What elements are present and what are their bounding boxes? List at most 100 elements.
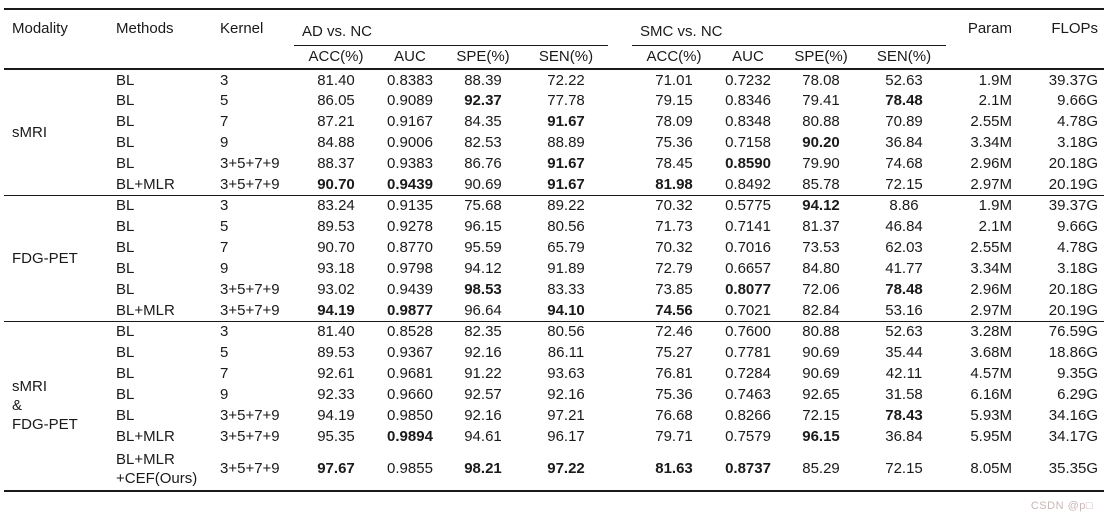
smc-acc-cell: 70.32 <box>655 197 693 215</box>
param-cell: 1.9M <box>978 197 1013 215</box>
methods-cell: BL <box>116 365 135 382</box>
group-gap <box>608 111 632 132</box>
methods-cell: BL <box>116 155 135 172</box>
ad-auc-cell: 0.9278 <box>387 218 433 235</box>
kernel-cell: 3+5+7+9 <box>220 175 280 193</box>
smc-sen-cell: 72.15 <box>885 175 923 193</box>
kernel-cell: 5 <box>220 344 229 361</box>
kernel-cell: 7 <box>220 365 229 382</box>
subheader-ad-auc: AUC <box>394 48 426 66</box>
kernel-cell: 9 <box>220 386 229 403</box>
ad-acc-cell: 90.70 <box>317 239 355 256</box>
smc-sen-cell: 78.48 <box>885 92 923 109</box>
param-cell: 2.55M <box>970 239 1013 256</box>
smc-sen-cell: 72.15 <box>885 460 923 477</box>
ad-acc-cell: 81.40 <box>317 71 355 89</box>
param-cell: 3.34M <box>970 134 1013 151</box>
smc-sen-cell: 78.43 <box>885 407 923 424</box>
subheader-smc-sen: SEN(%) <box>876 48 932 66</box>
flops-cell: 4.78G <box>1057 239 1099 256</box>
param-cell: 6.16M <box>970 386 1013 403</box>
kernel-cell: 7 <box>220 239 229 256</box>
ad-spe-cell: 92.16 <box>464 344 502 361</box>
param-cell: 2.96M <box>970 281 1013 298</box>
kernel-cell: 9 <box>220 260 229 277</box>
ad-auc-cell: 0.8770 <box>387 239 433 256</box>
smc-spe-cell: 78.08 <box>802 71 840 89</box>
smc-auc-cell: 0.5775 <box>725 197 771 215</box>
results-table: Modality Methods Kernel AD vs. NC SMC vs… <box>4 8 1105 492</box>
ad-acc-cell: 94.19 <box>317 407 355 424</box>
table-row: sMRI BL 3 81.40 0.8383 88.39 72.22 71.01 0.7232 7… <box>4 69 1104 141</box>
kernel-cell: 3+5+7+9 <box>220 155 280 172</box>
ad-spe-cell: 75.68 <box>464 197 502 215</box>
ad-sen-cell: 97.21 <box>547 407 585 424</box>
ad-auc-cell: 0.9167 <box>387 113 433 130</box>
block-fdg-pet: FDG-PET BL 3 83.24 0.9135 75.68 89.22 70.32 0.57… <box>4 195 1105 321</box>
methods-cell: BL <box>116 281 135 298</box>
ad-sen-cell: 65.79 <box>547 239 585 256</box>
group-header-ad-vs-nc: AD vs. NC <box>294 9 609 46</box>
ad-spe-cell: 94.61 <box>464 428 502 445</box>
ad-sen-cell: 97.22 <box>547 460 585 477</box>
smc-spe-cell: 92.65 <box>802 386 840 403</box>
methods-cell: BL <box>116 134 135 151</box>
table-row: sMRI & FDG-PET BL 3 81.40 0.8528 82.35 80.56 72… <box>4 321 1104 433</box>
ad-auc-cell: 0.9894 <box>387 428 433 445</box>
ad-sen-cell: 91.67 <box>547 155 585 172</box>
smc-sen-cell: 62.03 <box>885 239 923 256</box>
table-row: BL+MLR +CEF(Ours) 3+5+7+9 97.67 0.9855 98.21… <box>4 447 1104 491</box>
smc-spe-cell: 96.15 <box>802 428 840 445</box>
table-row: BL 5 89.53 0.9367 92.16 86.11 75.27 0.7781 90.69… <box>4 342 1104 363</box>
group-gap <box>608 342 632 363</box>
smc-auc-cell: 0.7232 <box>725 71 771 89</box>
group-gap <box>608 321 632 342</box>
ad-spe-cell: 92.37 <box>464 92 502 109</box>
param-cell: 1.9M <box>978 71 1013 89</box>
ad-acc-cell: 92.33 <box>317 386 355 403</box>
flops-cell: 34.17G <box>1048 428 1099 445</box>
table-row: BL 7 92.61 0.9681 91.22 93.63 76.81 0.7284 90.69… <box>4 363 1104 384</box>
table-row: BL 7 87.21 0.9167 84.35 91.67 78.09 0.8348 80.88… <box>4 111 1104 132</box>
methods-cell: BL <box>116 260 135 277</box>
smc-spe-cell: 80.88 <box>802 113 840 130</box>
block-smri: sMRI BL 3 81.40 0.8383 88.39 72.22 71.01 0.7232 7… <box>4 69 1104 195</box>
smc-acc-cell: 79.15 <box>655 92 693 109</box>
flops-cell: 4.78G <box>1057 113 1099 130</box>
flops-cell: 20.19G <box>1048 175 1099 193</box>
flops-cell: 9.66G <box>1057 218 1099 235</box>
group-gap <box>608 195 632 216</box>
methods-cell: BL <box>116 197 135 215</box>
kernel-cell: 7 <box>220 113 229 130</box>
group-gap <box>608 216 632 237</box>
smc-acc-cell: 73.85 <box>655 281 693 298</box>
watermark-text: CSDN @p□ <box>1030 500 1093 512</box>
kernel-cell: 3 <box>220 323 229 341</box>
methods-cell: BL <box>116 386 135 403</box>
smc-auc-cell: 0.8348 <box>725 113 771 130</box>
table-row: BL 7 90.70 0.8770 95.59 65.79 70.32 0.7016 73.53… <box>4 237 1104 258</box>
ad-auc-cell: 0.9367 <box>387 344 433 361</box>
ad-spe-cell: 82.35 <box>464 323 502 341</box>
ad-spe-cell: 82.53 <box>464 134 502 151</box>
smc-sen-cell: 74.68 <box>885 155 923 172</box>
ad-acc-cell: 88.37 <box>317 155 355 172</box>
table-row: BL 9 92.33 0.9660 92.57 92.16 75.36 0.7463 92.65… <box>4 384 1104 405</box>
ad-spe-cell: 95.59 <box>464 239 502 256</box>
ad-auc-cell: 0.9798 <box>387 260 433 277</box>
smc-acc-cell: 71.01 <box>655 71 693 89</box>
subheader-smc-acc: ACC(%) <box>646 48 702 66</box>
methods-cell: BL <box>116 113 135 130</box>
smc-auc-cell: 0.8266 <box>725 407 771 424</box>
flops-cell: 39.37G <box>1048 71 1099 89</box>
group-gap <box>608 153 632 174</box>
ad-auc-cell: 0.8528 <box>387 323 433 341</box>
ad-spe-cell: 94.12 <box>464 260 502 277</box>
modality-cell: sMRI <box>12 123 47 141</box>
ad-sen-cell: 92.16 <box>547 386 585 403</box>
col-header-modality: Modality <box>12 20 68 37</box>
kernel-cell: 5 <box>220 92 229 109</box>
flops-cell: 6.29G <box>1057 386 1099 403</box>
smc-acc-cell: 76.68 <box>655 407 693 424</box>
group-gap <box>608 300 632 321</box>
